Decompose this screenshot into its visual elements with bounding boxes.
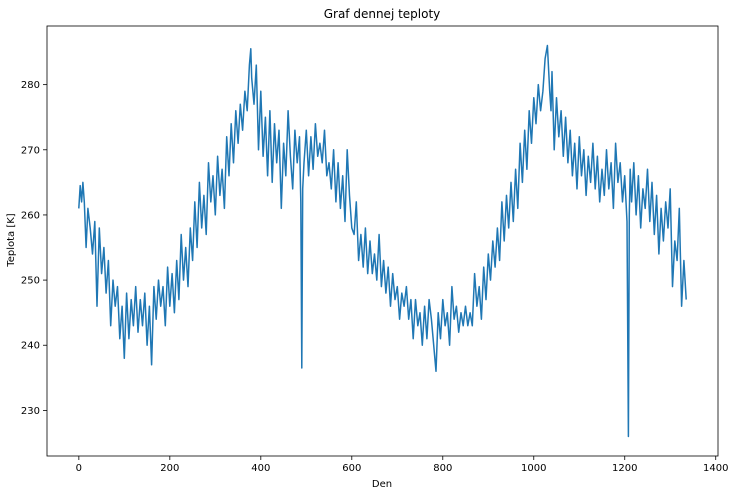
y-tick-label: 270	[21, 145, 40, 156]
y-axis-ticks: 230 240 250 260 270 280	[21, 80, 47, 417]
x-tick-label: 1400	[703, 463, 728, 474]
y-tick-label: 230	[21, 406, 40, 417]
x-tick-label: 800	[433, 463, 452, 474]
y-tick-label: 240	[21, 341, 40, 352]
chart-title: Graf dennej teploty	[324, 7, 441, 21]
plot-area	[46, 25, 719, 457]
y-axis-label: Teplota [K]	[6, 213, 17, 267]
x-tick-label: 400	[251, 463, 270, 474]
x-tick-label: 1200	[612, 463, 637, 474]
x-tick-label: 200	[160, 463, 179, 474]
y-tick-label: 260	[21, 210, 40, 221]
x-tick-label: 0	[76, 463, 82, 474]
series-line-0	[78, 44, 687, 438]
x-axis-ticks: 0 200 400 600 800 1000 1200 1400	[76, 456, 728, 474]
y-tick-label: 250	[21, 276, 40, 287]
x-tick-label: 1000	[521, 463, 546, 474]
axes-frame	[46, 25, 719, 457]
y-tick-label: 280	[21, 80, 40, 91]
x-axis-label: Den	[372, 479, 392, 490]
x-tick-label: 600	[342, 463, 361, 474]
